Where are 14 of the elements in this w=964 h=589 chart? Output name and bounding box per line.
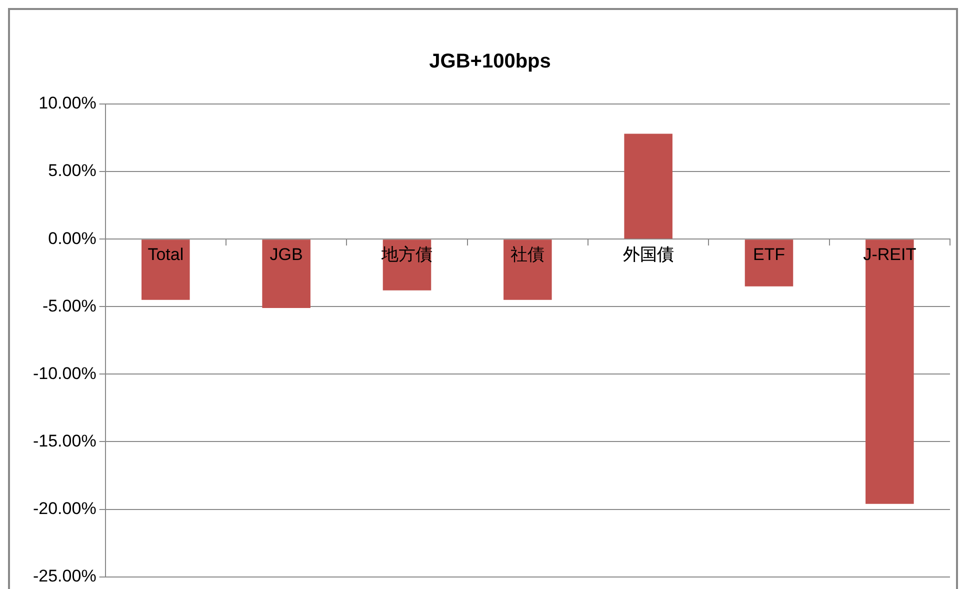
chart-title: JGB+100bps (429, 50, 551, 73)
y-tick-label: -15.00% (32, 431, 96, 450)
x-tick-label: 外国債 (622, 244, 674, 264)
y-tick-label: -25.00% (32, 566, 96, 586)
x-tick-label: 社債 (510, 244, 545, 264)
y-tick-label: 0.00% (48, 228, 96, 248)
x-tick-label: ETF (752, 244, 786, 264)
y-tick-label: -10.00% (32, 364, 96, 383)
y-tick-label: -5.00% (42, 296, 96, 316)
x-tick-label: JGB (270, 244, 303, 264)
y-tick-label: 5.00% (48, 161, 96, 180)
y-tick-label: 10.00% (38, 94, 96, 113)
y-tick-label: -20.00% (32, 498, 96, 518)
x-tick-label: Total (148, 244, 184, 264)
